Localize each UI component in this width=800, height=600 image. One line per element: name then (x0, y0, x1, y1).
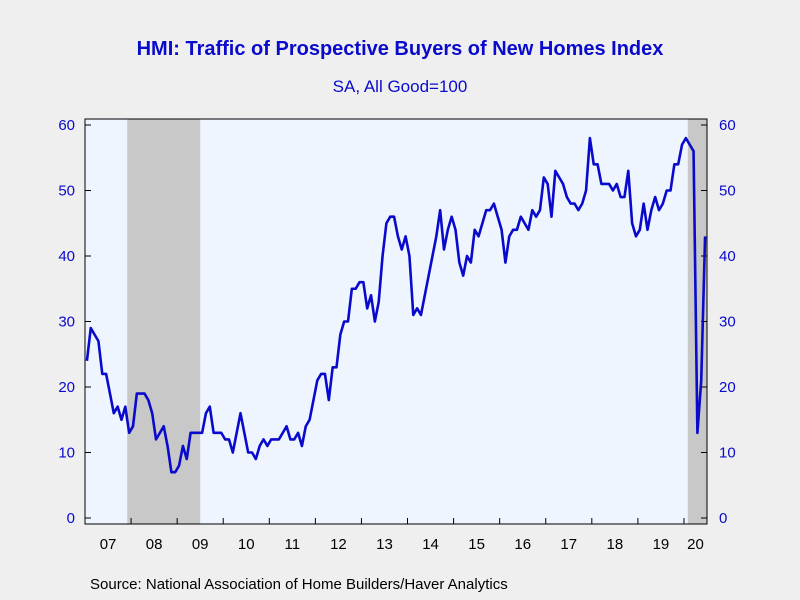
recession-shading (127, 119, 201, 524)
y-tick-label-right: 30 (719, 314, 736, 331)
y-tick-label-right: 20 (719, 379, 736, 396)
x-tick-label: 18 (607, 536, 624, 553)
y-tick-label-right: 40 (719, 248, 736, 265)
y-tick-label-left: 30 (58, 314, 75, 331)
x-tick-label: 17 (560, 536, 577, 553)
y-tick-label-left: 40 (58, 248, 75, 265)
source-note: Source: National Association of Home Bui… (90, 576, 508, 593)
chart-title: HMI: Traffic of Prospective Buyers of Ne… (136, 38, 664, 60)
x-tick-label: 19 (653, 536, 670, 553)
plot-border (84, 118, 708, 525)
series-line (85, 136, 707, 474)
x-tick-label: 16 (514, 536, 531, 553)
x-tick-label: 13 (376, 536, 393, 553)
x-tick-label: 09 (192, 536, 209, 553)
y-tick-label-right: 60 (719, 117, 736, 134)
y-tick-label-right: 0 (719, 510, 727, 527)
x-tick-label: 20 (687, 536, 704, 553)
y-tick-label-left: 60 (58, 117, 75, 134)
chart-subtitle: SA, All Good=100 (332, 77, 468, 96)
y-tick-label-right: 10 (719, 445, 736, 462)
y-tick-label-left: 0 (67, 510, 75, 527)
axis-labels: 0 0 10 10 20 20 30 30 40 40 50 50 60 60 07 08 09 10 11 12 13… (58, 117, 735, 553)
y-tick-label-right: 50 (719, 183, 736, 200)
x-tick-label: 07 (100, 536, 117, 553)
y-tick-label-left: 10 (58, 445, 75, 462)
axis-ticks (85, 124, 707, 524)
y-tick-label-left: 50 (58, 183, 75, 200)
x-tick-label: 10 (238, 536, 255, 553)
x-tick-label: 14 (422, 536, 439, 553)
x-tick-label: 12 (330, 536, 347, 553)
x-tick-label: 15 (468, 536, 485, 553)
x-tick-label: 08 (146, 536, 163, 553)
recession-shading (687, 119, 707, 524)
x-tick-label: 11 (285, 536, 301, 553)
y-tick-label-left: 20 (58, 379, 75, 396)
